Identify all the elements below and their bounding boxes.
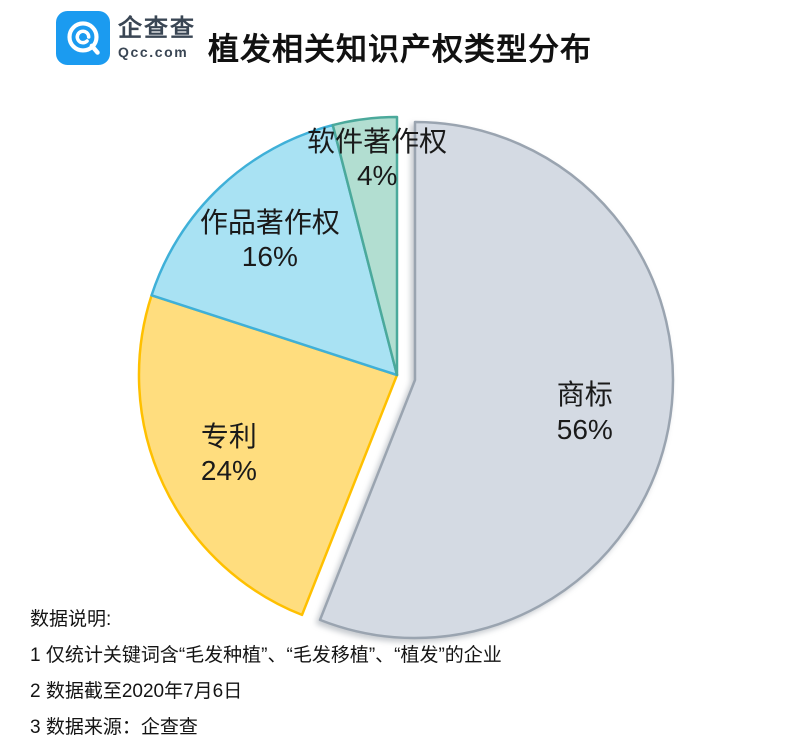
slice-label-作品著作权: 作品著作权 16%: [200, 205, 340, 273]
slice-percent: 24%: [200, 455, 257, 487]
qcc-logo-icon: [56, 11, 110, 65]
notes-heading: 数据说明:: [30, 609, 112, 630]
brand-name-cn: 企查查: [118, 15, 196, 43]
qcc-logo: 企查查 Qcc.com: [56, 11, 196, 65]
slice-name: 作品著作权: [199, 206, 340, 238]
note-line: 3 数据来源：企查查: [30, 717, 198, 738]
slice-label-软件著作权: 软件著作权 4%: [307, 125, 447, 193]
slice-label-商标: 商标 56%: [557, 378, 613, 446]
slice-name: 软件著作权: [307, 125, 448, 157]
data-notes: 数据说明: 1 仅统计关键词含“毛发种植”、“毛发移植”、“植发”的企业 2 数…: [30, 602, 502, 746]
slice-label-专利: 专利 24%: [201, 420, 257, 488]
slice-percent: 4%: [356, 159, 398, 191]
slice-percent: 56%: [556, 413, 613, 445]
slice-percent: 16%: [241, 240, 298, 272]
pie-slice-专利: [137, 294, 399, 617]
page-title: 植发相关知识产权类型分布: [208, 32, 592, 67]
note-line: 2 数据截至2020年7月6日: [30, 681, 243, 702]
slice-name: 商标: [556, 379, 613, 411]
brand-name-en: Qcc.com: [118, 44, 189, 61]
pie-slice-商标: [318, 120, 675, 640]
slice-name: 专利: [200, 420, 257, 452]
pie-slice-作品著作权: [150, 123, 399, 377]
note-line: 1 仅统计关键词含“毛发种植”、“毛发移植”、“植发”的企业: [30, 645, 502, 666]
pie-slice-软件著作权: [331, 115, 399, 377]
qcc-logo-text: 企查查 Qcc.com: [118, 16, 196, 60]
